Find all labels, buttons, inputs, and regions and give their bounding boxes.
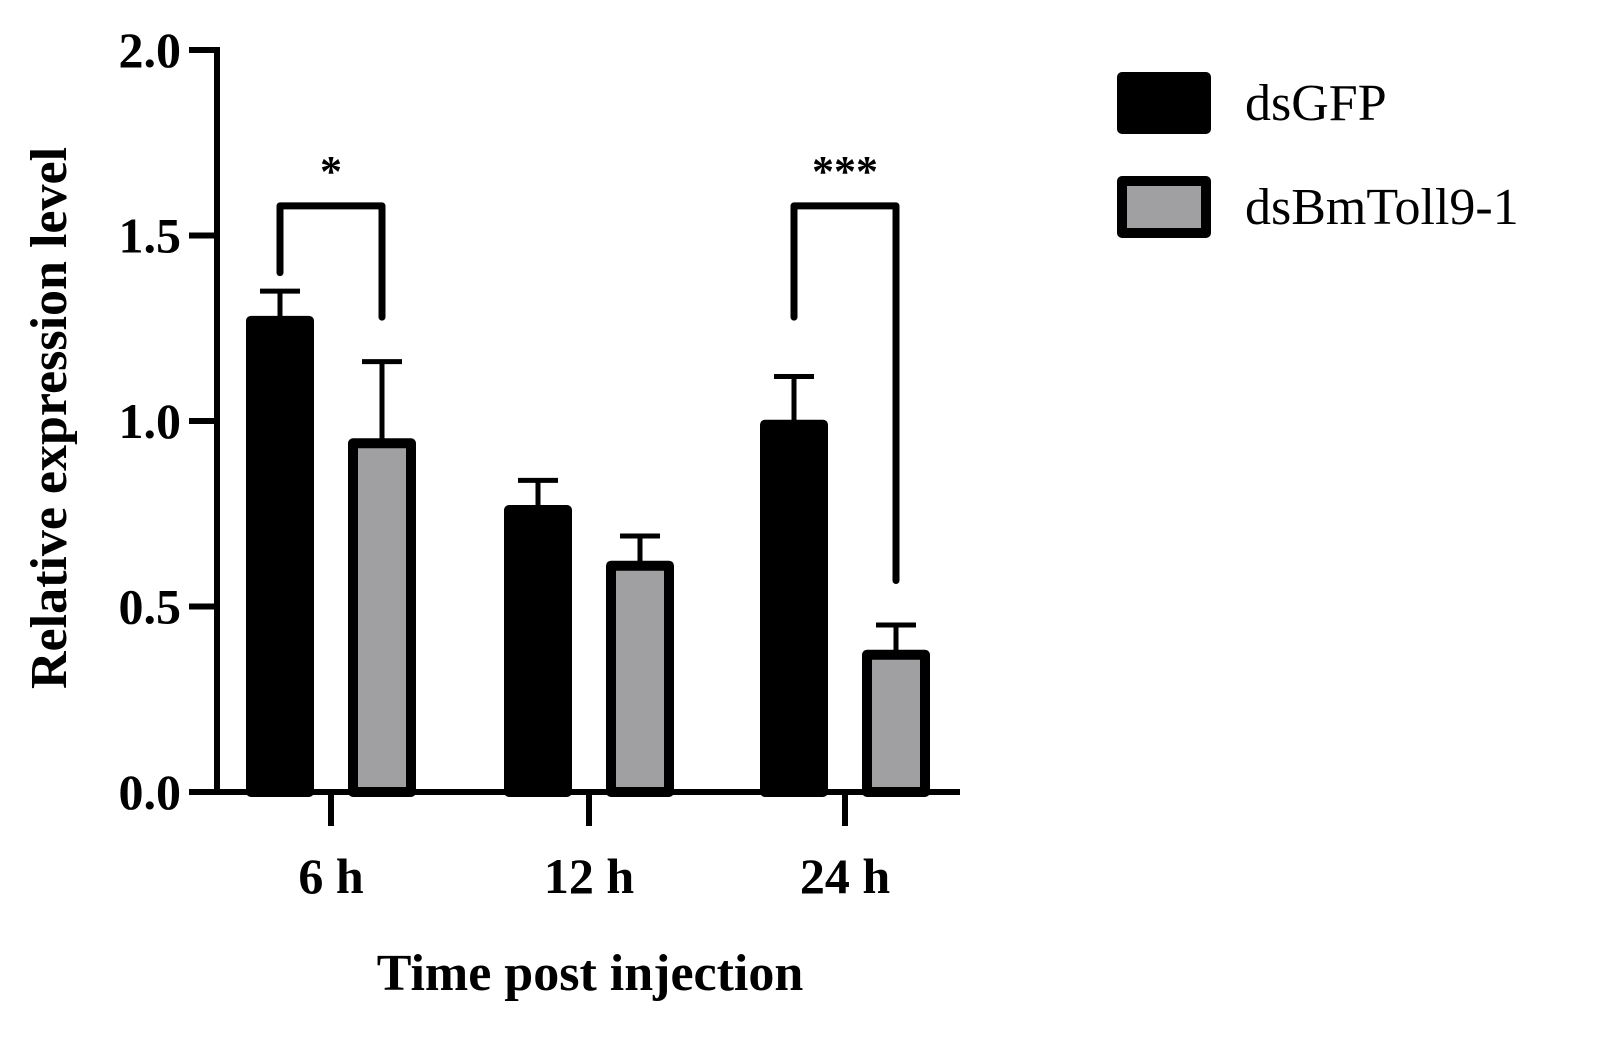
y-axis-title: Relative expression level [21, 147, 78, 689]
bar-dsBmToll9-1-12h [606, 560, 674, 797]
bar-dsBmToll9-1-24h [862, 649, 930, 797]
bar-dsGFP-24h [760, 419, 828, 797]
y-tick-label-0.0: 0.0 [119, 764, 182, 820]
bar-dsGFP-6h [246, 315, 314, 797]
legend-label-dsBmToll9-1: dsBmToll9-1 [1245, 179, 1519, 236]
y-tick-label-1.5: 1.5 [119, 208, 182, 264]
axes-layer: 0.0 0.5 1.0 1.5 2.0 6 h 12 h 24 h [119, 22, 960, 904]
significance-label-24h: *** [812, 147, 878, 196]
significance-label-6h: * [320, 147, 342, 196]
x-tick-label-24h: 24 h [800, 848, 891, 904]
bar-dsGFP-12h [504, 505, 572, 797]
legend-label-dsGFP: dsGFP [1245, 75, 1387, 132]
legend-swatch-dsGFP [1117, 72, 1211, 134]
x-tick-label-6h: 6 h [298, 848, 364, 904]
x-axis-title: Time post injection [377, 945, 804, 1002]
significance-bracket-24h [790, 202, 900, 585]
significance-layer: * *** [276, 147, 900, 585]
legend-swatch-dsBmToll9-1 [1117, 176, 1211, 238]
bars-layer [246, 315, 930, 797]
error-bars-layer [260, 288, 916, 655]
bar-dsBmToll9-1-6h [348, 438, 416, 797]
y-tick-label-0.5: 0.5 [119, 579, 182, 635]
legend: dsGFP dsBmToll9-1 [1117, 72, 1519, 238]
y-tick-label-1.0: 1.0 [119, 393, 182, 449]
x-tick-label-12h: 12 h [544, 848, 635, 904]
significance-bracket-6h [276, 202, 386, 321]
y-tick-label-2.0: 2.0 [119, 22, 182, 78]
